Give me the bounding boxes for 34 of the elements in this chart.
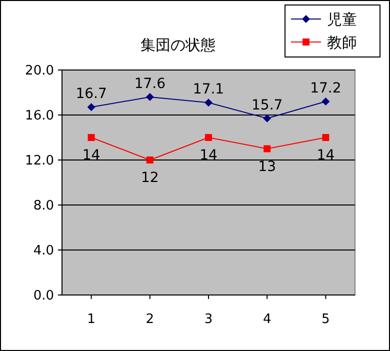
data-label: 14 bbox=[200, 148, 218, 164]
data-label: 14 bbox=[82, 148, 100, 164]
legend-label: 児童 bbox=[327, 10, 357, 28]
point bbox=[146, 93, 154, 101]
chart-title: 集団の状態 bbox=[140, 36, 216, 54]
y-tick-label: 4.0 bbox=[33, 244, 54, 259]
point bbox=[322, 98, 330, 106]
data-label: 17.2 bbox=[310, 80, 342, 96]
y-tick-label: 16.0 bbox=[25, 108, 54, 124]
y-tick-label: 8.0 bbox=[33, 198, 54, 214]
point bbox=[322, 134, 330, 141]
data-label: 12 bbox=[140, 170, 159, 186]
point bbox=[88, 134, 95, 141]
point bbox=[146, 156, 154, 164]
x-tick-label: 2 bbox=[146, 312, 154, 327]
point bbox=[205, 134, 212, 141]
point bbox=[263, 114, 272, 122]
x-tick-label: 3 bbox=[204, 312, 213, 327]
legend-label: 教師 bbox=[327, 33, 357, 52]
y-tick-label: 0.0 bbox=[33, 288, 54, 304]
data-label: 15.7 bbox=[252, 97, 283, 114]
data-label: 17.6 bbox=[134, 76, 166, 92]
point bbox=[204, 98, 212, 107]
data-label: 14 bbox=[316, 148, 335, 164]
point bbox=[264, 145, 271, 152]
data-label: 13 bbox=[258, 158, 276, 175]
point bbox=[87, 103, 96, 112]
data-label: 17.1 bbox=[192, 82, 224, 98]
x-tick-label: 1 bbox=[87, 312, 96, 327]
data-label: 16.7 bbox=[76, 86, 107, 102]
y-tick-label: 12.0 bbox=[25, 154, 54, 169]
x-tick-label: 5 bbox=[322, 312, 330, 327]
y-tick-label: 20.0 bbox=[25, 64, 54, 79]
x-tick-label: 4 bbox=[262, 312, 272, 327]
